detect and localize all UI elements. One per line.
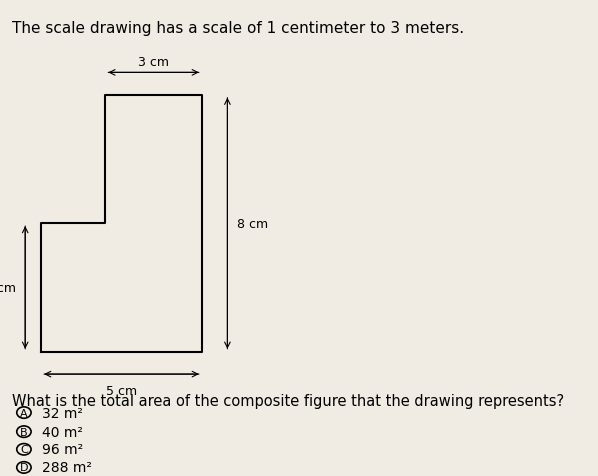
Text: 3 cm: 3 cm: [138, 55, 169, 69]
Text: C: C: [20, 445, 28, 454]
Text: 40 m²: 40 m²: [42, 425, 83, 439]
Text: 4 cm: 4 cm: [0, 281, 16, 294]
Text: 5 cm: 5 cm: [106, 384, 137, 397]
Text: What is the total area of the composite figure that the drawing represents?: What is the total area of the composite …: [12, 393, 564, 407]
Text: D: D: [20, 463, 28, 472]
Text: B: B: [20, 427, 28, 436]
Text: A: A: [20, 408, 28, 417]
Text: 8 cm: 8 cm: [237, 217, 268, 230]
Text: 32 m²: 32 m²: [42, 406, 83, 420]
Text: 288 m²: 288 m²: [42, 460, 91, 475]
Text: The scale drawing has a scale of 1 centimeter to 3 meters.: The scale drawing has a scale of 1 centi…: [12, 21, 464, 36]
Text: 96 m²: 96 m²: [42, 442, 83, 456]
